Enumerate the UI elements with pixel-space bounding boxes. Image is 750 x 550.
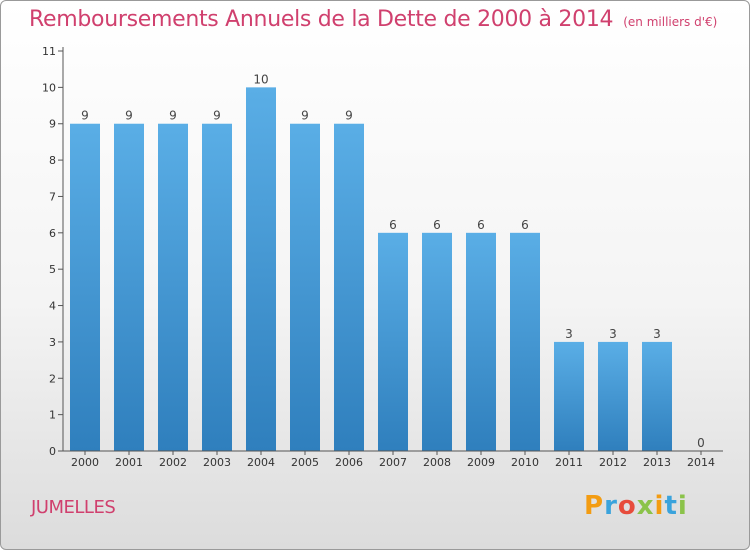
x-axis: 2000 2001 2002 2003 2004 2005 2006 2007 2008 2009… bbox=[63, 450, 723, 469]
data-label: 10 bbox=[253, 72, 268, 86]
data-label: 3 bbox=[653, 327, 661, 341]
bar bbox=[378, 232, 408, 451]
bar bbox=[554, 341, 584, 451]
x-tick-label: 2006 bbox=[335, 456, 363, 469]
y-tick-label: 8 bbox=[49, 154, 56, 167]
chart-title: Remboursements Annuels de la Dette de 20… bbox=[29, 7, 717, 32]
x-tick-label: 2001 bbox=[115, 456, 143, 469]
bar bbox=[114, 123, 144, 452]
x-tick-label: 2011 bbox=[555, 456, 583, 469]
y-tick-label: 6 bbox=[49, 227, 56, 240]
x-tick-label: 2002 bbox=[159, 456, 187, 469]
bar bbox=[70, 123, 100, 452]
x-tick-label: 2008 bbox=[423, 456, 451, 469]
data-label: 9 bbox=[213, 109, 221, 123]
bars: 9 9 9 9 10 9 9 6 6 6 6 3 3 3 0 bbox=[70, 72, 705, 452]
data-label: 9 bbox=[81, 109, 89, 123]
x-tick-label: 2014 bbox=[687, 456, 715, 469]
x-tick-label: 2003 bbox=[203, 456, 231, 469]
y-tick-label: 3 bbox=[49, 336, 56, 349]
y-tick-label: 0 bbox=[49, 445, 56, 458]
logo-letter: r bbox=[604, 491, 618, 521]
bar bbox=[422, 232, 452, 451]
logo-letter: t bbox=[664, 491, 678, 521]
y-tick-label: 2 bbox=[49, 372, 56, 385]
bar bbox=[510, 232, 540, 451]
data-label: 6 bbox=[389, 218, 397, 232]
logo-letter: o bbox=[617, 491, 637, 521]
logo-letter: i bbox=[677, 491, 688, 521]
bar bbox=[642, 341, 672, 451]
x-tick-label: 2013 bbox=[643, 456, 671, 469]
x-tick-label: 2012 bbox=[599, 456, 627, 469]
y-tick-label: 1 bbox=[49, 409, 56, 422]
y-tick-label: 11 bbox=[42, 45, 56, 58]
bar bbox=[466, 232, 496, 451]
x-tick-label: 2010 bbox=[511, 456, 539, 469]
logo-letter: x bbox=[636, 491, 655, 521]
bar bbox=[290, 123, 320, 452]
data-label: 6 bbox=[433, 218, 441, 232]
bar bbox=[158, 123, 188, 452]
logo-letter: P bbox=[584, 491, 605, 521]
x-tick-label: 2009 bbox=[467, 456, 495, 469]
data-label: 9 bbox=[345, 109, 353, 123]
data-label: 6 bbox=[477, 218, 485, 232]
x-tick-label: 2000 bbox=[71, 456, 99, 469]
logo-letter: i bbox=[654, 491, 665, 521]
commune-name: JUMELLES bbox=[31, 497, 116, 518]
data-label: 9 bbox=[301, 109, 309, 123]
y-tick-label: 4 bbox=[49, 300, 56, 313]
chart-subtitle: (en milliers d'€) bbox=[623, 15, 718, 29]
bar bbox=[246, 87, 276, 451]
data-label: 9 bbox=[169, 109, 177, 123]
y-tick-label: 5 bbox=[49, 263, 56, 276]
chart-title-text: Remboursements Annuels de la Dette de 20… bbox=[29, 7, 614, 32]
x-tick-label: 2007 bbox=[379, 456, 407, 469]
proxiti-logo: Proxiti bbox=[584, 491, 688, 521]
data-label: 0 bbox=[697, 436, 705, 450]
bar bbox=[334, 123, 364, 452]
x-tick-label: 2004 bbox=[247, 456, 275, 469]
data-label: 9 bbox=[125, 109, 133, 123]
y-tick-label: 7 bbox=[49, 190, 56, 203]
y-axis: 0 1 2 3 4 5 6 7 8 9 10 11 bbox=[42, 45, 64, 458]
y-tick-label: 9 bbox=[49, 118, 56, 131]
data-label: 6 bbox=[521, 218, 529, 232]
x-tick-label: 2005 bbox=[291, 456, 319, 469]
data-label: 3 bbox=[609, 327, 617, 341]
bar bbox=[598, 341, 628, 451]
bar bbox=[202, 123, 232, 452]
y-tick-label: 10 bbox=[42, 81, 56, 94]
data-label: 3 bbox=[565, 327, 573, 341]
